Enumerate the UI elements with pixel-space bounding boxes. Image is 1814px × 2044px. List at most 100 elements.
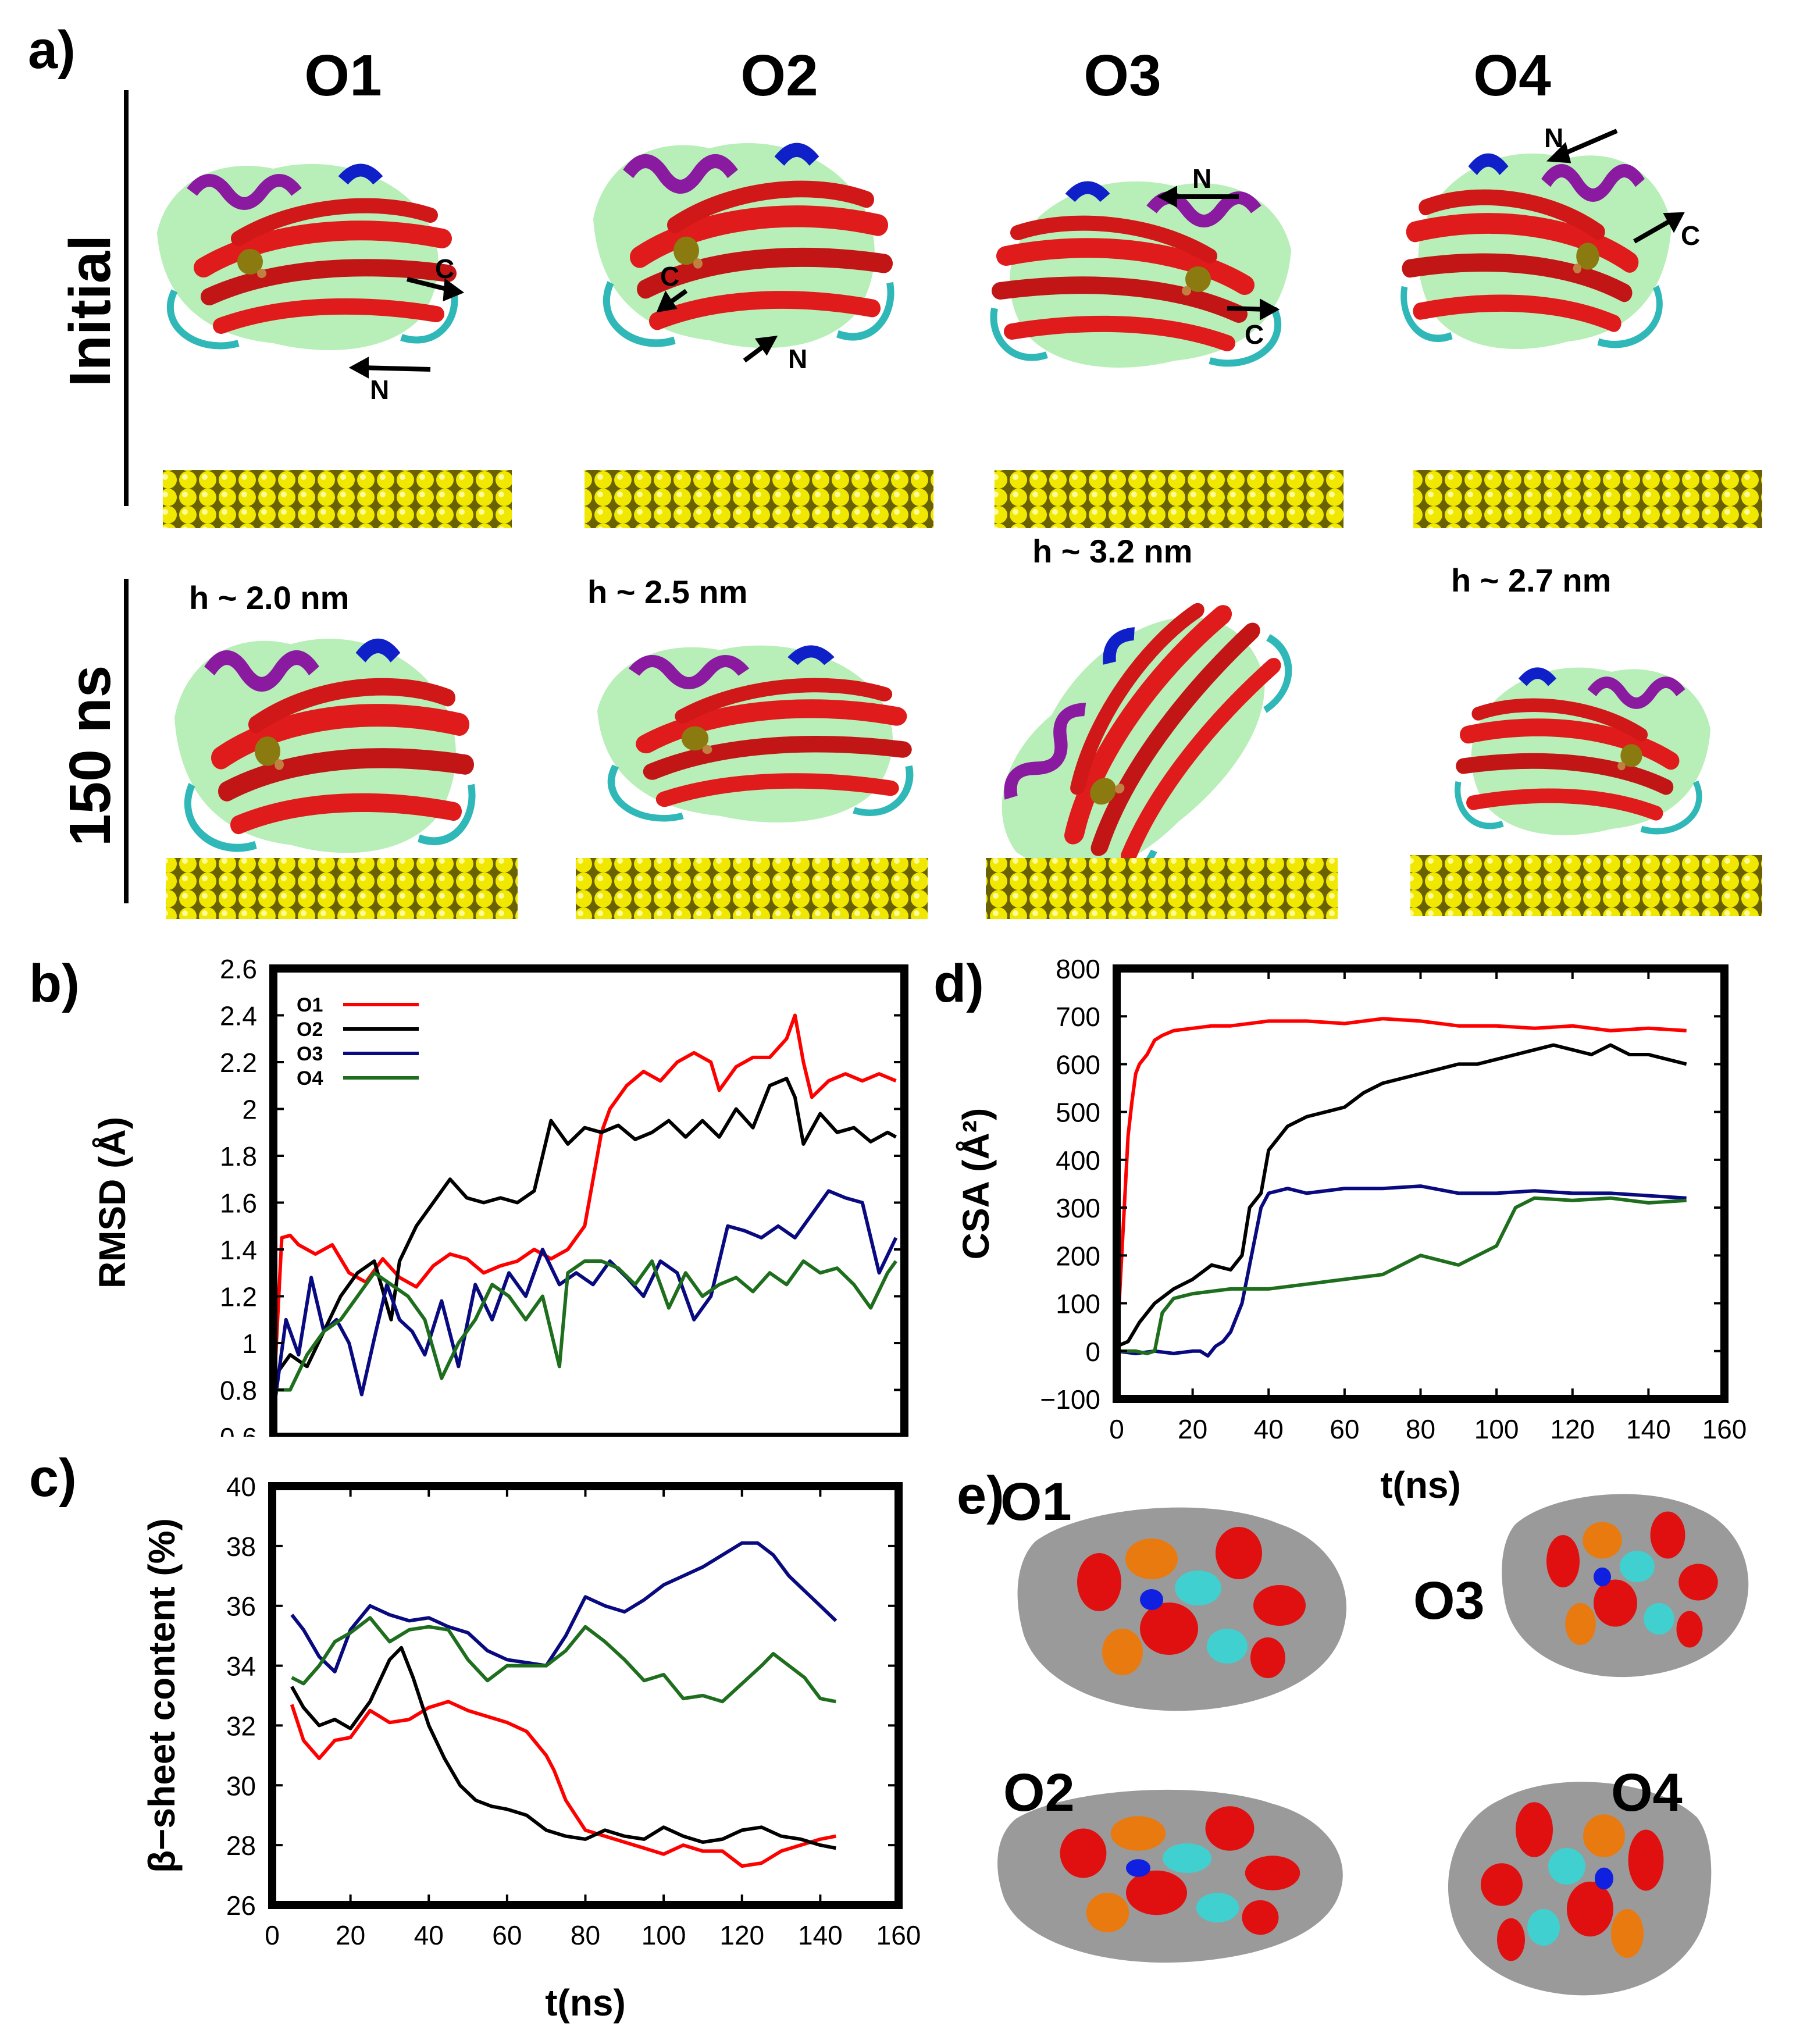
n-terminus-label-o4: N (1544, 123, 1564, 153)
x-tick-label: 100 (1474, 1414, 1519, 1444)
series-line-o4 (291, 1616, 836, 1704)
x-tick-label: 80 (1406, 1414, 1435, 1444)
y-tick-label: 200 (1056, 1241, 1100, 1271)
x-tick-label: 140 (1626, 1414, 1671, 1444)
legend-label-o4: O4 (297, 1067, 323, 1089)
protein-final-o2 (597, 646, 910, 822)
y-tick-label: 28 (226, 1831, 256, 1861)
panel-a-surfaces (163, 470, 1762, 942)
y-tick-label: 2.4 (220, 1001, 257, 1031)
protein-final-o1 (174, 639, 472, 853)
series-line-o2 (272, 1077, 897, 1380)
x-tick-label: 20 (1178, 1414, 1207, 1444)
y-tick-label: 300 (1056, 1193, 1100, 1223)
n-terminus-label-o1: N (370, 375, 390, 405)
y-axis-label: CSA (Å²) (955, 1108, 997, 1260)
y-tick-label: −100 (1040, 1384, 1100, 1415)
height-label-o2: h ~ 2.5 nm (587, 574, 748, 610)
c-terminus-label-o4: C (1681, 220, 1701, 251)
y-tick-label: 1.2 (220, 1282, 257, 1312)
gold-slab-final-o4 (1410, 855, 1762, 916)
x-tick-label: 120 (719, 1920, 764, 1950)
y-tick-label: 2.6 (220, 954, 257, 984)
series-line-o2 (290, 1646, 836, 1850)
column-header-o2: O2 (740, 43, 818, 108)
y-axis-label: β−sheet content (%) (141, 1518, 183, 1873)
surface-label-o1: O1 (1000, 1472, 1072, 1532)
x-tick-label: 20 (336, 1920, 365, 1950)
y-tick-label: 34 (226, 1651, 256, 1682)
x-tick-label: 60 (1330, 1414, 1359, 1444)
gold-slab-initial-o1 (163, 470, 512, 528)
protein-final-o4 (1457, 668, 1710, 835)
plot-frame (1113, 964, 1729, 1403)
y-tick-label: 1 (242, 1329, 257, 1359)
y-tick-label: 2 (242, 1095, 257, 1125)
series-line-o3 (290, 1541, 837, 1673)
y-tick-label: 0 (1085, 1337, 1100, 1367)
x-axis-label: t(ns) (545, 1982, 626, 2024)
y-tick-label: 100 (1056, 1289, 1100, 1319)
terminus-arrows (348, 129, 1685, 379)
n-terminus-label-o3: N (1192, 163, 1212, 194)
column-header-o1: O1 (304, 43, 382, 108)
x-tick-label: 100 (642, 1920, 686, 1950)
panel-b-letter: b) (29, 954, 80, 1013)
y-tick-label: 30 (226, 1771, 256, 1801)
y-tick-label: 26 (226, 1890, 256, 1921)
y-tick-label: 0.8 (220, 1376, 257, 1406)
x-tick-label: 60 (492, 1920, 522, 1950)
gold-slab-final-o3 (986, 858, 1338, 919)
column-header-o3: O3 (1084, 43, 1161, 108)
y-tick-label: 500 (1056, 1098, 1100, 1128)
series-line-o3 (272, 1189, 898, 1414)
height-label-o1: h ~ 2.0 nm (189, 579, 350, 616)
surface-label-o2: O2 (1003, 1763, 1075, 1822)
legend-label-o2: O2 (297, 1019, 323, 1041)
series-line-o4 (273, 1259, 897, 1392)
y-tick-label: 40 (226, 1472, 256, 1502)
panel-e-letter: e) (957, 1466, 1004, 1525)
series-line-o2 (1116, 1043, 1687, 1348)
y-tick-label: 38 (226, 1532, 256, 1562)
y-tick-label: 36 (226, 1591, 256, 1622)
x-tick-label: 160 (1702, 1414, 1747, 1444)
x-tick-label: 0 (1109, 1414, 1124, 1444)
n-terminus-label-o2: N (788, 344, 808, 374)
height-label-o3: h ~ 3.2 nm (1032, 533, 1193, 569)
x-tick-label: 160 (876, 1920, 921, 1950)
x-tick-label: 140 (798, 1920, 843, 1950)
c-terminus-label-o1: C (435, 254, 455, 284)
c-terminus-label-o3: C (1245, 319, 1264, 350)
y-tick-label: 600 (1056, 1049, 1100, 1080)
rmsd-chart: 0.6 0.8 1 1.2 1.4 1.6 1.8 2 2.2 2.4 2.6 RMSD (Å) O1 O… (91, 954, 908, 1437)
y-tick-label: 800 (1056, 954, 1100, 984)
height-label-o4: h ~ 2.7 nm (1451, 562, 1612, 599)
y-tick-label: 1.8 (220, 1141, 257, 1171)
y-tick-label: 700 (1056, 1002, 1100, 1032)
gold-slab-final-o1 (166, 858, 518, 919)
column-header-o4: O4 (1473, 43, 1551, 108)
x-tick-label: 40 (414, 1920, 444, 1950)
beta-sheet-chart: 26 28 30 32 34 36 38 40 0 20 40 60 80 100 120 140 160 t(n… (141, 1472, 921, 2024)
x-tick-label: 120 (1550, 1414, 1595, 1444)
x-tick-label: 80 (571, 1920, 600, 1950)
y-tick-label: 32 (226, 1711, 256, 1741)
panel-a-letter: a) (28, 20, 76, 80)
surface-o3 (1502, 1494, 1749, 1678)
c-terminus-label-o2: C (660, 261, 680, 291)
y-tick-label: 0.6 (220, 1422, 257, 1437)
series-line-o1 (272, 1013, 897, 1402)
panel-a-structures (0, 129, 1685, 379)
y-tick-label: 400 (1056, 1145, 1100, 1176)
surface-o1 (1017, 1507, 1347, 1711)
panel-d-letter: d) (933, 954, 984, 1013)
series-line-o3 (1116, 1184, 1687, 1358)
gold-slab-initial-o3 (995, 470, 1343, 528)
y-tick-label: 1.4 (220, 1235, 257, 1265)
y-tick-label: 1.6 (220, 1188, 257, 1219)
csa-chart: −100 0 100 200 300 400 500 600 700 800 0 20 40 60 80 10… (955, 954, 1747, 1506)
panel-c-letter: c) (29, 1448, 77, 1508)
legend-label-o3: O3 (297, 1043, 323, 1065)
x-axis-label: t(ns) (1380, 1464, 1461, 1506)
